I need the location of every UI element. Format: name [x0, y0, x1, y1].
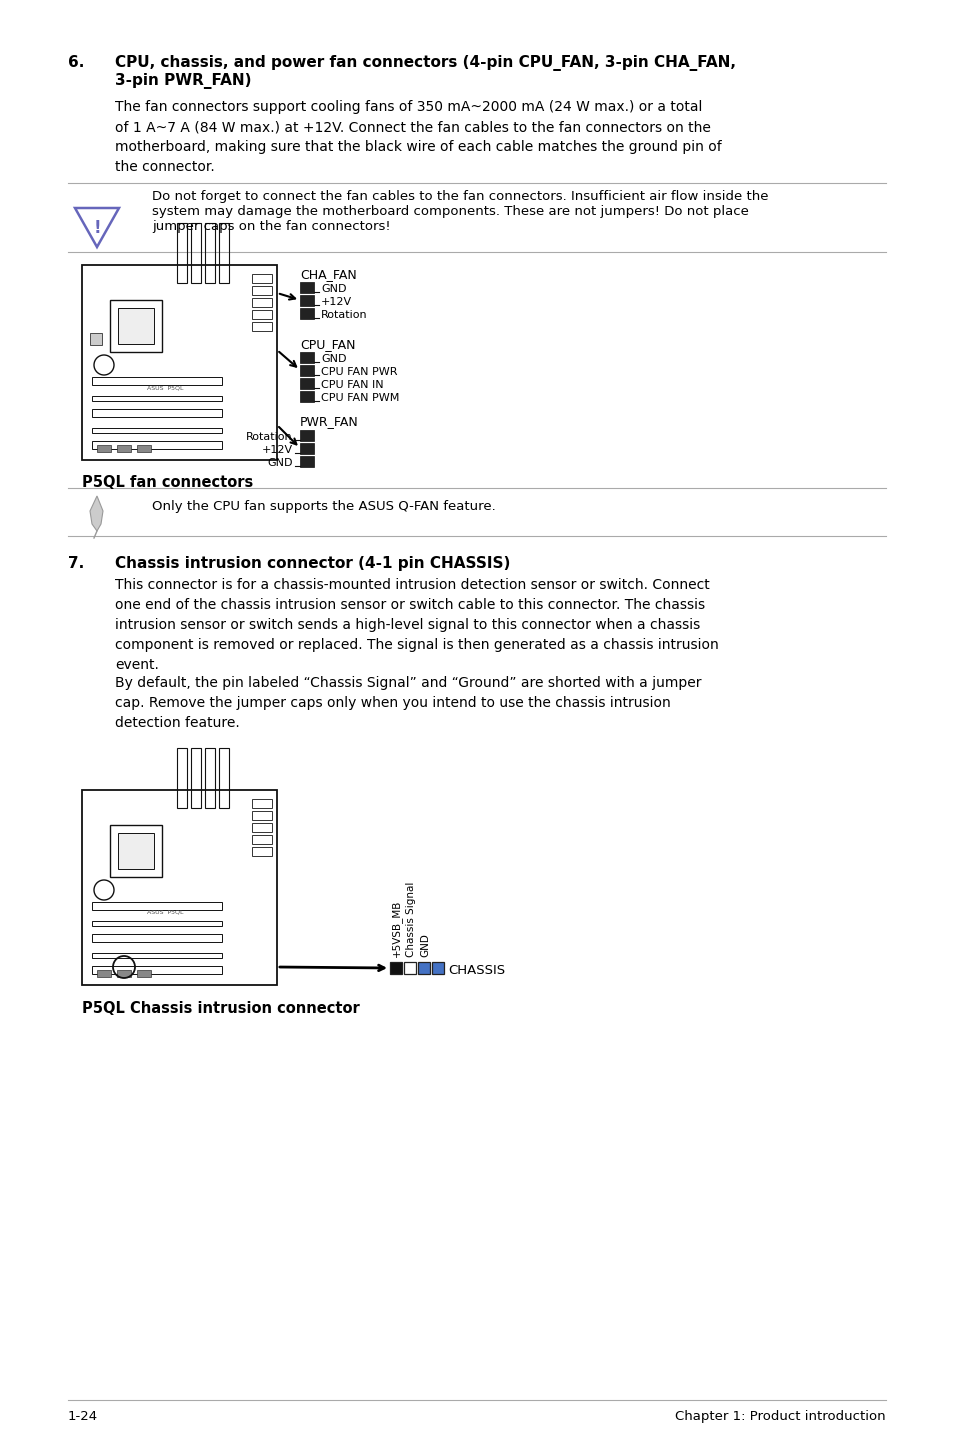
Text: +12V: +12V: [320, 298, 352, 306]
Bar: [91, 395, 222, 401]
Bar: [91, 408, 222, 417]
Text: system may damage the motherboard components. These are not jumpers! Do not plac: system may damage the motherboard compon…: [152, 206, 748, 219]
Bar: [299, 443, 314, 454]
Bar: [82, 789, 276, 985]
Text: P5QL Chassis intrusion connector: P5QL Chassis intrusion connector: [82, 1001, 359, 1017]
Bar: [91, 441, 222, 449]
Bar: [252, 286, 272, 295]
Bar: [417, 962, 430, 974]
Bar: [91, 377, 222, 385]
Bar: [252, 811, 272, 820]
Bar: [252, 311, 272, 319]
Bar: [252, 823, 272, 833]
Bar: [432, 962, 443, 974]
Text: CPU FAN PWR: CPU FAN PWR: [320, 367, 397, 377]
Bar: [205, 223, 214, 283]
Bar: [219, 223, 229, 283]
Bar: [97, 971, 111, 976]
Text: ASUS  P5QL: ASUS P5QL: [147, 385, 183, 390]
Text: CHA_FAN: CHA_FAN: [299, 267, 356, 280]
Bar: [110, 301, 162, 352]
Bar: [299, 378, 314, 390]
Bar: [91, 920, 222, 926]
Bar: [252, 322, 272, 331]
Text: CPU_FAN: CPU_FAN: [299, 338, 355, 351]
Bar: [117, 971, 131, 976]
Bar: [252, 847, 272, 856]
Text: CPU FAN IN: CPU FAN IN: [320, 380, 383, 390]
Bar: [403, 962, 416, 974]
Bar: [97, 444, 111, 452]
Text: +12V: +12V: [262, 444, 293, 454]
Bar: [137, 971, 151, 976]
Text: Rotation: Rotation: [246, 431, 293, 441]
Bar: [91, 935, 222, 942]
Bar: [252, 835, 272, 844]
Bar: [110, 825, 162, 877]
Text: Only the CPU fan supports the ASUS Q-FAN feature.: Only the CPU fan supports the ASUS Q-FAN…: [152, 500, 496, 513]
Bar: [118, 833, 153, 869]
Text: Chassis Signal: Chassis Signal: [406, 881, 416, 958]
Text: By default, the pin labeled “Chassis Signal” and “Ground” are shorted with a jum: By default, the pin labeled “Chassis Sig…: [115, 676, 700, 731]
Bar: [252, 275, 272, 283]
Bar: [299, 352, 314, 362]
Polygon shape: [90, 496, 103, 531]
Bar: [90, 334, 102, 345]
Text: 1-24: 1-24: [68, 1411, 98, 1424]
Text: Do not forget to connect the fan cables to the fan connectors. Insufficient air : Do not forget to connect the fan cables …: [152, 190, 768, 203]
Text: This connector is for a chassis-mounted intrusion detection sensor or switch. Co: This connector is for a chassis-mounted …: [115, 578, 718, 672]
Text: Chapter 1: Product introduction: Chapter 1: Product introduction: [675, 1411, 885, 1424]
Text: CPU FAN PWM: CPU FAN PWM: [320, 393, 399, 403]
Bar: [118, 308, 153, 344]
Bar: [191, 748, 201, 808]
Text: The fan connectors support cooling fans of 350 mA~2000 mA (24 W max.) or a total: The fan connectors support cooling fans …: [115, 101, 721, 174]
Text: 6.: 6.: [68, 55, 84, 70]
Bar: [252, 800, 272, 808]
Text: GND: GND: [267, 457, 293, 467]
Bar: [299, 282, 314, 293]
Text: PWR_FAN: PWR_FAN: [299, 416, 358, 429]
Bar: [219, 748, 229, 808]
Bar: [205, 748, 214, 808]
Bar: [299, 430, 314, 441]
Bar: [117, 444, 131, 452]
Text: GND: GND: [419, 933, 430, 958]
Bar: [91, 966, 222, 974]
Text: !: !: [93, 219, 101, 237]
Text: Chassis intrusion connector (4-1 pin CHASSIS): Chassis intrusion connector (4-1 pin CHA…: [115, 557, 510, 571]
Bar: [299, 391, 314, 403]
Bar: [177, 748, 187, 808]
Text: CHASSIS: CHASSIS: [448, 963, 504, 976]
Text: GND: GND: [320, 283, 346, 293]
Bar: [252, 298, 272, 306]
Text: +5VSB_MB: +5VSB_MB: [391, 900, 402, 958]
Bar: [137, 444, 151, 452]
Bar: [91, 953, 222, 958]
Bar: [91, 902, 222, 910]
Bar: [299, 295, 314, 306]
Bar: [82, 265, 276, 460]
Bar: [390, 962, 401, 974]
Text: 7.: 7.: [68, 557, 84, 571]
Bar: [299, 308, 314, 319]
Bar: [177, 223, 187, 283]
Bar: [299, 365, 314, 375]
Text: GND: GND: [320, 354, 346, 364]
Bar: [91, 429, 222, 433]
Text: CPU, chassis, and power fan connectors (4-pin CPU_FAN, 3-pin CHA_FAN,: CPU, chassis, and power fan connectors (…: [115, 55, 735, 70]
Text: P5QL fan connectors: P5QL fan connectors: [82, 475, 253, 490]
Text: Rotation: Rotation: [320, 311, 367, 321]
Text: 3-pin PWR_FAN): 3-pin PWR_FAN): [115, 73, 252, 89]
Bar: [299, 456, 314, 467]
Text: ASUS  P5QL: ASUS P5QL: [147, 910, 183, 915]
Bar: [191, 223, 201, 283]
Text: jumper caps on the fan connectors!: jumper caps on the fan connectors!: [152, 220, 390, 233]
